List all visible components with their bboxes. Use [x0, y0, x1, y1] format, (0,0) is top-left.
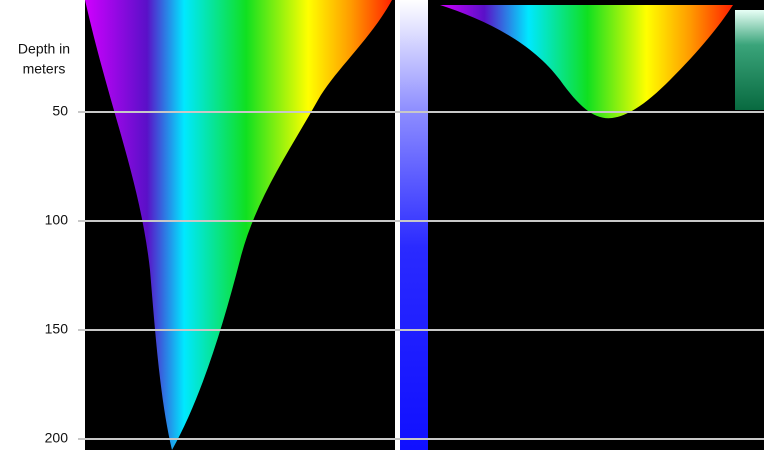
light-depth-diagram: Depth in meters 50 100 150 200 [0, 0, 764, 450]
depth-tick-label: 50 [52, 103, 68, 119]
depth-tick-label: 200 [45, 430, 69, 446]
axis-label-line: meters [23, 61, 66, 77]
green-light-bar [735, 10, 764, 110]
blue-light-bar [400, 0, 428, 450]
axis-label-line: Depth in [18, 41, 70, 57]
depth-tick-label: 150 [45, 321, 69, 337]
depth-tick-label: 100 [45, 212, 69, 228]
